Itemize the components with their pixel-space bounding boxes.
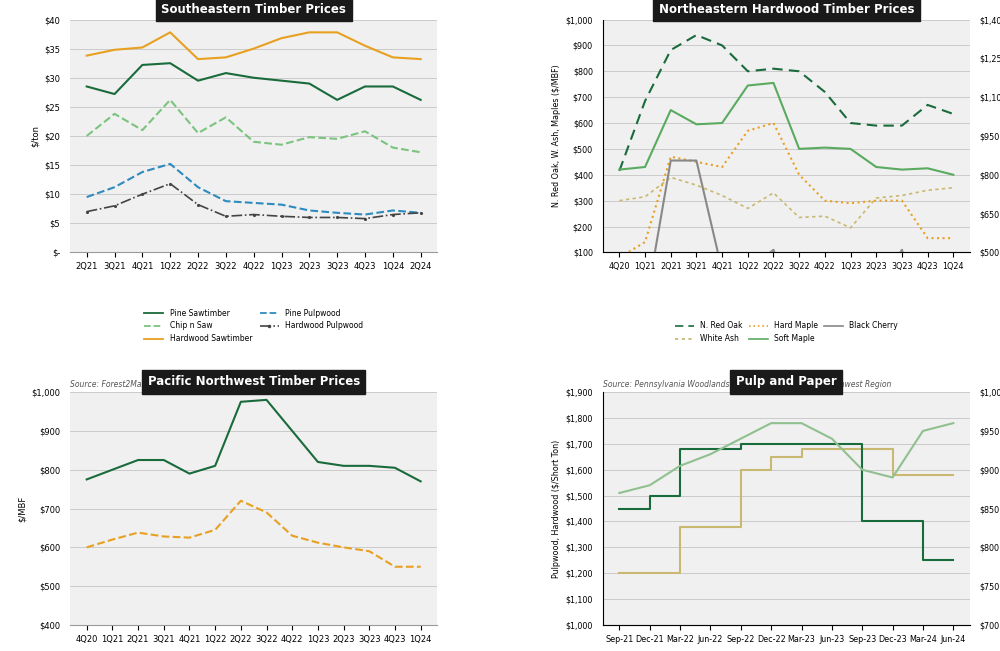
Title: Northeastern Hardwood Timber Prices: Northeastern Hardwood Timber Prices bbox=[659, 3, 914, 16]
Text: Source: Forest2Market®: Source: Forest2Market® bbox=[70, 380, 164, 389]
Y-axis label: N. Red Oak, W. Ash, Maples ($/MBF): N. Red Oak, W. Ash, Maples ($/MBF) bbox=[552, 64, 561, 207]
Title: Pulp and Paper: Pulp and Paper bbox=[736, 375, 837, 388]
Y-axis label: Pulpwood, Hardwood ($/Short Ton): Pulpwood, Hardwood ($/Short Ton) bbox=[552, 439, 561, 577]
Y-axis label: $/MBF: $/MBF bbox=[18, 495, 27, 521]
Legend: Pine Sawtimber, Chip n Saw, Hardwood Sawtimber, Pine Pulpwood, Hardwood Pulpwood: Pine Sawtimber, Chip n Saw, Hardwood Saw… bbox=[141, 305, 366, 346]
Text: Source: Pennsylvania Woodlands Timber Market Report - Northwest Region: Source: Pennsylvania Woodlands Timber Ma… bbox=[603, 380, 891, 389]
Legend: N. Red Oak, White Ash, Hard Maple, Soft Maple, Black Cherry: N. Red Oak, White Ash, Hard Maple, Soft … bbox=[672, 318, 901, 346]
Title: Southeastern Timber Prices: Southeastern Timber Prices bbox=[161, 3, 346, 16]
Y-axis label: $/ton: $/ton bbox=[31, 125, 40, 147]
Title: Pacific Northwest Timber Prices: Pacific Northwest Timber Prices bbox=[148, 375, 360, 388]
